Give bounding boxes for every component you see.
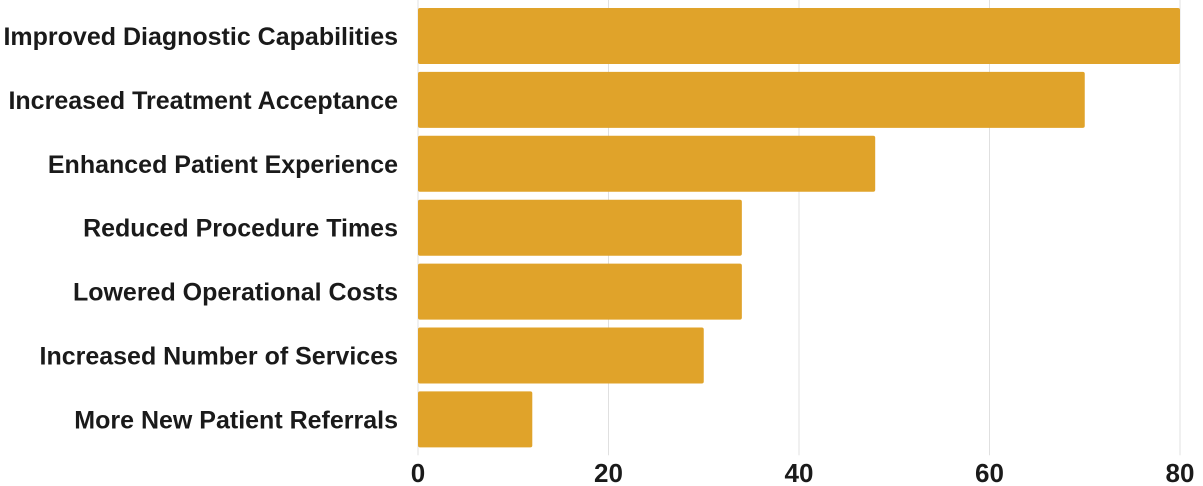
category-label: Increased Number of Services xyxy=(40,343,399,371)
bar xyxy=(418,263,742,320)
category-label: Improved Diagnostic Capabilities xyxy=(3,23,398,51)
x-axis-ticks: 0 20 40 60 80 xyxy=(411,458,1195,486)
bar xyxy=(418,135,876,192)
bar xyxy=(418,391,533,448)
category-label: Enhanced Patient Experience xyxy=(48,151,398,179)
category-label: Lowered Operational Costs xyxy=(73,279,398,307)
x-tick-label: 80 xyxy=(1166,458,1195,486)
category-label: Increased Treatment Acceptance xyxy=(8,87,398,115)
category-label: Reduced Procedure Times xyxy=(83,215,398,243)
x-tick-label: 0 xyxy=(411,458,425,486)
bar xyxy=(418,199,742,256)
x-tick-label: 40 xyxy=(785,458,814,486)
category-label: More New Patient Referrals xyxy=(74,406,398,434)
bars xyxy=(418,8,1180,448)
x-tick-label: 60 xyxy=(975,458,1004,486)
bar xyxy=(418,71,1085,128)
x-tick-label: 20 xyxy=(594,458,623,486)
bar xyxy=(418,8,1180,64)
category-labels: Improved Diagnostic Capabilities Increase… xyxy=(3,23,398,434)
bar xyxy=(418,327,704,384)
